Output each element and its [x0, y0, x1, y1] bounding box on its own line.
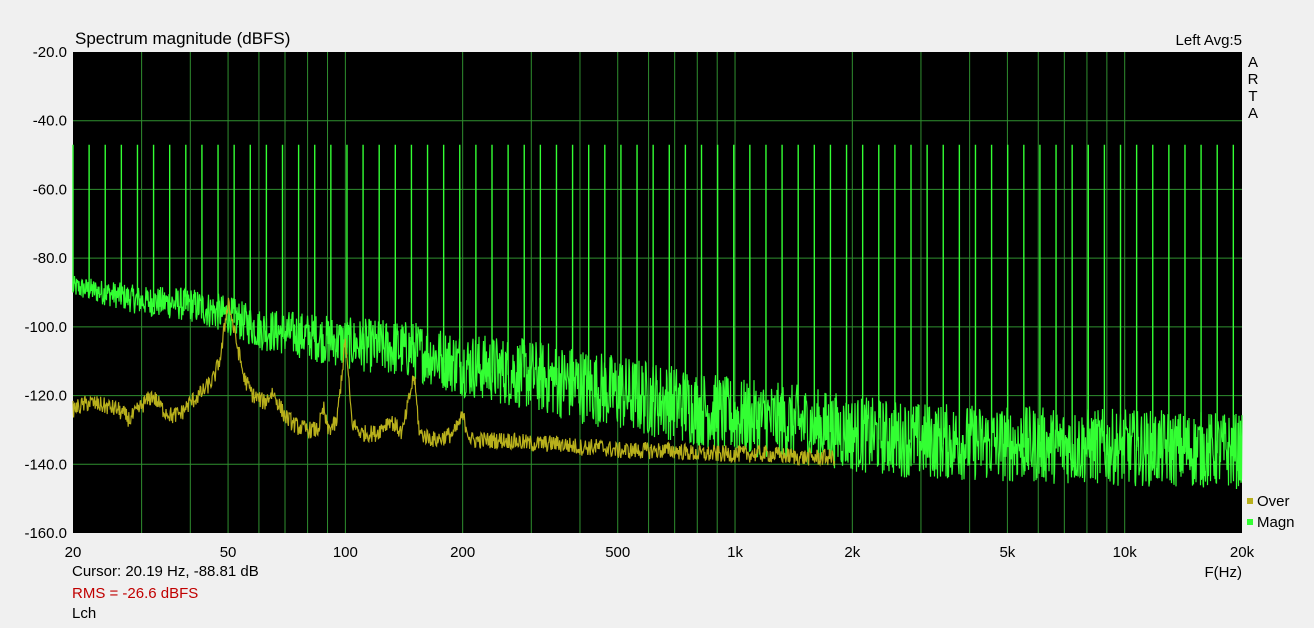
x-tick-label: 5k	[999, 544, 1015, 561]
brand-letter: A	[1248, 54, 1258, 71]
y-tick-label: -80.0	[33, 250, 67, 267]
brand-letter: T	[1248, 88, 1257, 105]
x-tick-label: 200	[450, 544, 475, 561]
legend-label: Over	[1257, 493, 1290, 510]
over-trace	[72, 297, 835, 467]
x-tick-label: 2k	[844, 544, 860, 561]
y-tick-label: -20.0	[33, 44, 67, 61]
legend-swatch	[1247, 498, 1253, 504]
y-tick-label: -140.0	[24, 456, 67, 473]
legend: Over Magn	[1247, 493, 1295, 531]
channel-avg-label: Left Avg:5	[1176, 32, 1242, 49]
x-axis-ticks: 20 50 100 200 500 1k 2k 5k 10k 20k	[65, 544, 1255, 561]
channel-label: Lch	[72, 605, 97, 622]
x-tick-label: 100	[333, 544, 358, 561]
y-tick-label: -160.0	[24, 525, 67, 542]
brand-letter: R	[1248, 71, 1259, 88]
x-tick-label: 10k	[1113, 544, 1138, 561]
magn-noise-trace	[72, 275, 1243, 490]
chart-title: Spectrum magnitude (dBFS)	[75, 29, 290, 48]
x-axis-label: F(Hz)	[1205, 564, 1243, 581]
over-series	[72, 297, 835, 467]
legend-swatch	[1247, 519, 1253, 525]
legend-label: Magn	[1257, 514, 1295, 531]
x-tick-label: 20	[65, 544, 82, 561]
x-tick-label: 50	[220, 544, 237, 561]
multitone-lines	[72, 144, 1235, 454]
cursor-readout: Cursor: 20.19 Hz, -88.81 dB	[72, 563, 259, 580]
x-tick-label: 20k	[1230, 544, 1255, 561]
y-axis-ticks: -20.0 -40.0 -60.0 -80.0 -100.0 -120.0 -140.0 -1…	[24, 44, 67, 542]
brand-letter: A	[1248, 105, 1258, 122]
x-tick-label: 500	[605, 544, 630, 561]
y-tick-label: -40.0	[33, 113, 67, 130]
x-tick-label: 1k	[727, 544, 743, 561]
rms-readout: RMS = -26.6 dBFS	[72, 585, 199, 602]
y-tick-label: -120.0	[24, 388, 67, 405]
y-tick-label: -100.0	[24, 319, 67, 336]
magn-noise-floor	[72, 275, 1243, 490]
y-tick-label: -60.0	[33, 181, 67, 198]
